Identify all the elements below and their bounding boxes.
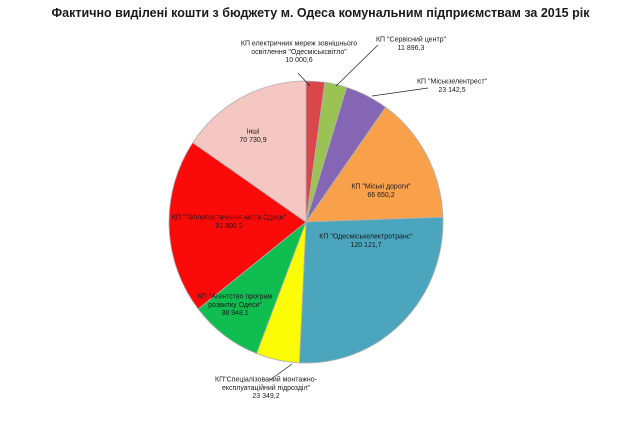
slice-value-кп-теплопостачання-міста-одеси: 91 800,0	[215, 223, 242, 230]
pie-slices	[168, 80, 444, 364]
slice-label-кп-агентство-програм-розвитку-одеси-line-1: розвитку Одеси"	[208, 302, 262, 309]
slice-value-інші: 70 730,9	[239, 137, 266, 144]
leader-line-кп-сервісний-центр	[335, 44, 379, 87]
pie-slice-кп-міські-дороги	[305, 106, 444, 223]
leader-line-кп-міськзелентрест	[371, 87, 429, 97]
slice-label-кп-електричних-мереж-зовнішнього-освітлення-одесміськсвітло-line-1: освітлення "Одесміськсвітло"	[251, 48, 347, 56]
chart-title: Фактично виділені кошти з бюджету м. Оде…	[51, 6, 590, 20]
slice-value-кп-міські-дороги: 66 650,2	[367, 192, 394, 199]
slice-value-кп-міськзелентрест: 23 142,5	[438, 87, 465, 94]
slice-value-кп-електричних-мереж-зовнішнього-освітлення-одесміськсвітло: 10 000,6	[285, 57, 312, 64]
slice-value-кп-одесміськелектротранс: 120 121,7	[350, 242, 381, 249]
leader-lines	[269, 44, 429, 381]
pie-slice-інші	[192, 80, 307, 223]
slice-label-кп-одесміськелектротранс-line-0: КП "Одесміськелектротранс"	[319, 233, 413, 241]
leader-line-кп-спеціалізований-монтажно-експлуатаційний-підрозділ	[269, 363, 293, 381]
slice-label-кп-теплопостачання-міста-одеси-line-0: КП "Теплопостачання міста Одеси"	[172, 214, 287, 222]
slice-value-кп-спеціалізований-монтажно-експлуатаційний-підрозділ: 23 349,2	[252, 393, 279, 400]
pie-slice-кп-одесміськелектротранс	[299, 216, 444, 364]
slice-value-кп-сервісний-центр: 11 896,3	[398, 45, 425, 52]
pie-slice-кп-теплопостачання-міста-одеси	[168, 142, 307, 310]
leader-line-кп-електричних-мереж-зовнішнього-освітлення-одесміськсвітло	[297, 72, 311, 87]
slice-label-кп-електричних-мереж-зовнішнього-освітлення-одесміськсвітло-line-0: КП електричних мереж зовнішнього	[241, 40, 357, 48]
slice-label-інші-line-0: Інші	[247, 128, 260, 136]
slice-labels: КП електричних мереж зовнішньогоосвітлен…	[172, 36, 488, 400]
slice-label-кп-спеціалізований-монтажно-експлуатаційний-підрозділ-line-0: КП"Спеціалізований монтажно-	[215, 376, 318, 384]
slice-label-кп-спеціалізований-монтажно-експлуатаційний-підрозділ-line-1: експлуатаційний підрозділ"	[222, 384, 311, 392]
slice-label-кп-сервісний-центр-line-0: КП "Сервісний центр"	[376, 36, 447, 44]
slice-label-кп-міськзелентрест-line-0: КП "Міськзелентрест"	[417, 78, 488, 86]
slice-value-кп-агентство-програм-розвитку-одеси: 38 948,1	[221, 310, 248, 317]
slice-label-кп-агентство-програм-розвитку-одеси-line-0: КП "Агентство програм	[198, 294, 273, 301]
slice-label-кп-міські-дороги-line-0: КП "Міські дороги"	[351, 183, 411, 191]
